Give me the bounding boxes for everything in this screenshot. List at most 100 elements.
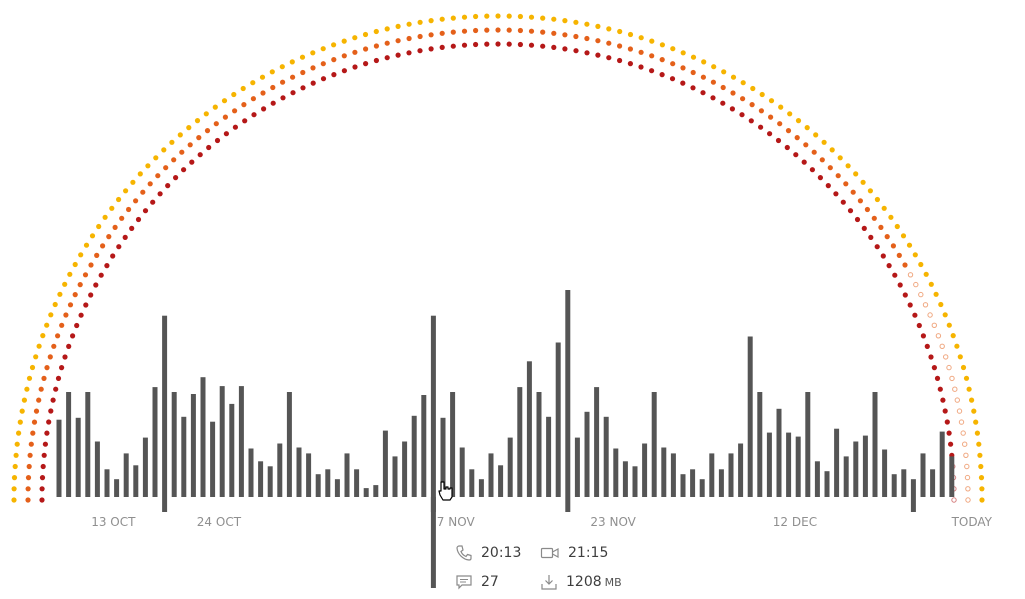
bar[interactable] bbox=[85, 392, 91, 497]
bar[interactable] bbox=[642, 443, 648, 498]
bar[interactable] bbox=[267, 466, 273, 497]
bar[interactable] bbox=[258, 461, 264, 497]
arc-dot bbox=[41, 452, 47, 458]
bar[interactable] bbox=[910, 479, 916, 512]
bar[interactable] bbox=[786, 432, 792, 497]
bar[interactable] bbox=[315, 474, 321, 497]
bar[interactable] bbox=[565, 290, 571, 512]
bar[interactable] bbox=[152, 387, 158, 497]
bar[interactable] bbox=[690, 469, 696, 497]
bar[interactable] bbox=[680, 474, 686, 497]
bar[interactable] bbox=[603, 416, 609, 497]
bar[interactable] bbox=[670, 453, 676, 497]
bar[interactable] bbox=[651, 392, 657, 497]
arc-dot bbox=[461, 14, 468, 20]
bar[interactable] bbox=[430, 315, 436, 512]
bar[interactable] bbox=[939, 431, 945, 497]
bar[interactable] bbox=[248, 448, 254, 498]
bar[interactable] bbox=[450, 392, 456, 497]
bar[interactable] bbox=[795, 436, 801, 497]
bar[interactable] bbox=[200, 377, 206, 497]
bar[interactable] bbox=[402, 441, 408, 498]
bar[interactable] bbox=[872, 392, 878, 497]
bar[interactable] bbox=[488, 453, 494, 497]
bar[interactable] bbox=[334, 479, 340, 497]
bar[interactable] bbox=[104, 469, 110, 497]
bar[interactable] bbox=[507, 437, 513, 497]
bar[interactable] bbox=[344, 453, 350, 497]
bar[interactable] bbox=[584, 411, 590, 497]
bar[interactable] bbox=[728, 453, 734, 497]
bar[interactable] bbox=[363, 488, 369, 497]
bar[interactable] bbox=[718, 469, 724, 497]
bar[interactable] bbox=[142, 437, 148, 497]
bar[interactable] bbox=[574, 437, 580, 497]
bar[interactable] bbox=[421, 395, 427, 497]
bar[interactable] bbox=[776, 408, 782, 497]
bar[interactable] bbox=[123, 453, 129, 497]
bar[interactable] bbox=[738, 443, 744, 498]
bar[interactable] bbox=[747, 336, 753, 498]
bar[interactable] bbox=[709, 453, 715, 497]
bar[interactable] bbox=[354, 469, 360, 497]
bar[interactable] bbox=[210, 421, 216, 497]
arc-dot bbox=[50, 397, 56, 403]
bar[interactable] bbox=[546, 416, 552, 497]
bar[interactable] bbox=[882, 449, 888, 498]
bar[interactable] bbox=[325, 469, 331, 497]
bar[interactable] bbox=[190, 394, 196, 497]
bar[interactable] bbox=[286, 392, 292, 497]
bar[interactable] bbox=[632, 466, 638, 497]
bar[interactable] bbox=[171, 392, 177, 497]
bar[interactable] bbox=[373, 485, 379, 497]
bar[interactable] bbox=[440, 417, 446, 497]
bar[interactable] bbox=[862, 435, 868, 497]
bar[interactable] bbox=[114, 479, 120, 497]
bar[interactable] bbox=[219, 386, 225, 497]
bar[interactable] bbox=[766, 432, 772, 497]
bar[interactable] bbox=[853, 441, 859, 498]
bar[interactable] bbox=[834, 428, 840, 497]
bar[interactable] bbox=[56, 419, 62, 497]
bar[interactable] bbox=[824, 471, 830, 497]
bar[interactable] bbox=[382, 430, 388, 497]
bar[interactable] bbox=[517, 387, 523, 497]
arc-dot bbox=[540, 43, 546, 49]
bar[interactable] bbox=[478, 479, 484, 497]
bar[interactable] bbox=[949, 456, 955, 497]
bar[interactable] bbox=[901, 469, 907, 497]
bar[interactable] bbox=[229, 403, 235, 497]
bar[interactable] bbox=[392, 456, 398, 497]
bar[interactable] bbox=[613, 448, 619, 498]
bar[interactable] bbox=[930, 469, 936, 497]
bar[interactable] bbox=[94, 441, 100, 498]
bar[interactable] bbox=[498, 465, 504, 497]
bar[interactable] bbox=[238, 386, 244, 497]
bar[interactable] bbox=[306, 453, 312, 497]
bar[interactable] bbox=[459, 447, 465, 498]
bar[interactable] bbox=[411, 415, 417, 497]
bar[interactable] bbox=[805, 392, 811, 497]
bar[interactable] bbox=[622, 461, 628, 497]
bar[interactable] bbox=[555, 342, 561, 498]
bar[interactable] bbox=[814, 461, 820, 497]
arc-dot bbox=[878, 224, 884, 230]
bar[interactable] bbox=[536, 392, 542, 497]
bar[interactable] bbox=[920, 453, 926, 497]
bar[interactable] bbox=[843, 456, 849, 497]
bar[interactable] bbox=[66, 392, 72, 497]
bar[interactable] bbox=[526, 361, 532, 497]
bar[interactable] bbox=[661, 447, 667, 498]
bar[interactable] bbox=[162, 315, 168, 512]
bar[interactable] bbox=[891, 474, 897, 497]
bar[interactable] bbox=[277, 443, 283, 498]
bar[interactable] bbox=[469, 469, 475, 497]
bar[interactable] bbox=[75, 417, 81, 497]
arc-dot bbox=[221, 98, 228, 104]
bar[interactable] bbox=[757, 392, 763, 497]
bar[interactable] bbox=[296, 447, 302, 498]
bar[interactable] bbox=[133, 465, 139, 497]
bar[interactable] bbox=[699, 479, 705, 497]
bar[interactable] bbox=[181, 416, 187, 497]
bar[interactable] bbox=[594, 387, 600, 497]
